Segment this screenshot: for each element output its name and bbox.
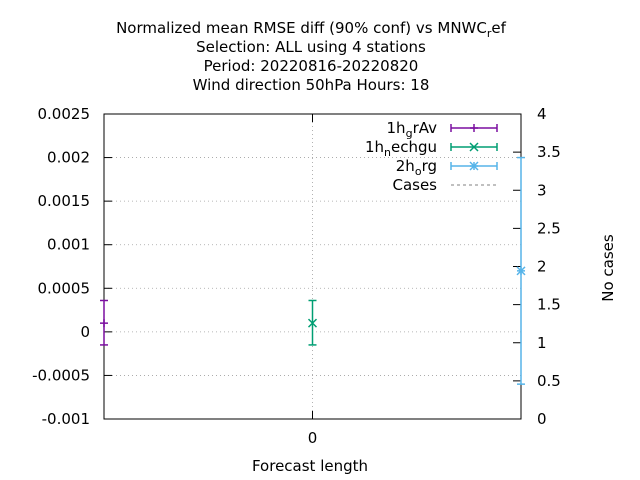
grid-lines (104, 114, 521, 419)
legend-label: 1hnechgu (365, 138, 437, 159)
y2-tick-label: 0 (537, 410, 547, 428)
y2-tick-label: 4 (537, 105, 547, 123)
y-axis: -0.001 -0.0005 0 0.0005 0.001 0.0015 0.002 0.00… (32, 105, 112, 428)
data-point (516, 266, 526, 276)
y-tick-label: 0.0005 (38, 279, 91, 297)
series-2 (307, 299, 318, 346)
legend-label: Cases (392, 176, 437, 194)
chart-title-line-1: Normalized mean RMSE diff (90% conf) vs … (116, 19, 507, 40)
y2-tick-label: 1.5 (537, 296, 561, 314)
y2-tick-label: 3.5 (537, 143, 561, 161)
y-tick-label: 0 (80, 323, 90, 341)
legend-label: 1hgrAv (387, 119, 438, 140)
legend-marker (470, 124, 478, 132)
legend-entry-4: Cases (392, 176, 497, 194)
legend-marker (469, 161, 479, 171)
series-group (100, 156, 526, 385)
chart-title-line-2: Selection: ALL using 4 stations (196, 38, 426, 56)
chart-title-line-3: Period: 20220816-20220820 (204, 57, 419, 75)
data-point (100, 319, 108, 328)
y2-axis-label: No cases (599, 234, 617, 302)
x-tick-label: 0 (308, 429, 318, 447)
series-3 (516, 156, 526, 385)
y2-tick-label: 1 (537, 334, 547, 352)
chart-title: Normalized mean RMSE diff (90% conf) vs … (116, 19, 507, 94)
legend-label: 2horg (396, 157, 437, 178)
x-axis-label: Forecast length (252, 457, 368, 475)
y2-tick-label: 2.5 (537, 219, 561, 237)
x-axis: 0 (308, 114, 318, 447)
y2-tick-label: 3 (537, 181, 547, 199)
data-point (307, 318, 318, 328)
chart-title-line-4: Wind direction 50hPa Hours: 18 (193, 76, 430, 94)
y2-tick-label: 2 (537, 258, 547, 276)
y-tick-label: 0.0015 (38, 192, 91, 210)
y-tick-label: 0.002 (47, 149, 90, 167)
y-tick-label: -0.001 (42, 410, 90, 428)
y2-tick-label: 0.5 (537, 372, 561, 390)
series-1 (100, 299, 108, 346)
y-tick-label: -0.0005 (32, 366, 90, 384)
y-tick-label: 0.0025 (38, 105, 91, 123)
legend-entry-2: 1hnechgu (365, 138, 498, 159)
legend-entry-3: 2horg (396, 157, 498, 178)
legend-marker (469, 142, 479, 152)
y2-axis: 0 0.5 1 1.5 2 2.5 3 3.5 4 (513, 105, 561, 428)
y-tick-label: 0.001 (47, 236, 90, 254)
legend-entry-1: 1hgrAv (387, 119, 498, 140)
